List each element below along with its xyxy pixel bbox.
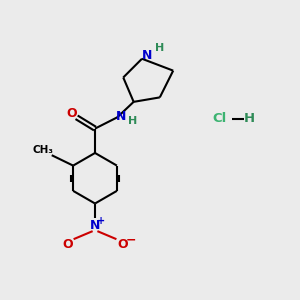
Text: Cl: Cl [213,112,227,125]
Text: O: O [117,238,128,251]
Text: CH₃: CH₃ [33,145,54,155]
Text: H: H [244,112,255,125]
Text: +: + [98,216,106,226]
Text: H: H [154,44,164,53]
Text: N: N [142,49,152,62]
Text: N: N [90,219,100,232]
Text: N: N [116,110,126,123]
Text: −: − [125,233,136,246]
Text: H: H [128,116,137,126]
Text: O: O [62,238,73,251]
Text: O: O [66,107,76,120]
